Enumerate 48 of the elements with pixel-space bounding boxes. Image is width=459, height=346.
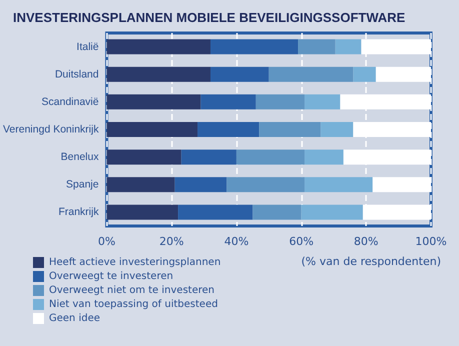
bar — [210, 39, 298, 54]
y-tick-label: Benelux — [60, 151, 100, 164]
chart-title: INVESTERINGSPLANNEN MOBIELE BEVEILIGINGSSOFTWARE — [13, 10, 406, 25]
legend-label: Niet van toepassing of uitbesteed — [49, 299, 218, 310]
x-tick-label: 0% — [98, 235, 116, 248]
y-tick-label: Italië — [76, 40, 99, 53]
bar — [256, 94, 305, 110]
bar — [198, 122, 260, 137]
bar — [174, 177, 227, 192]
bar — [304, 94, 340, 110]
x-tick-label: 20% — [159, 235, 184, 248]
bar — [178, 204, 253, 220]
x-axis-title: (% van de respondenten) — [301, 255, 441, 268]
y-tick-label: Spanje — [66, 178, 99, 191]
bar — [301, 204, 363, 220]
y-tick-label: Vereningd Koninkrijk — [2, 124, 100, 136]
bar — [335, 39, 362, 54]
bar — [353, 66, 376, 82]
bar — [304, 150, 344, 165]
bar — [106, 39, 210, 54]
bar — [226, 177, 305, 192]
bar — [181, 150, 236, 165]
x-tick-label: 40% — [224, 235, 249, 248]
y-tick-label: Duitsland — [54, 68, 99, 80]
bar — [320, 122, 354, 137]
bar — [259, 122, 321, 137]
bar — [106, 122, 198, 137]
bar — [106, 150, 182, 165]
legend-label: Heeft actieve investeringsplannen — [49, 257, 221, 268]
bar — [268, 66, 354, 82]
bar — [200, 94, 256, 110]
legend-label: Overweegt niet om te investeren — [49, 285, 214, 296]
x-tick-label: 80% — [354, 235, 378, 248]
bar — [236, 150, 305, 165]
bar — [106, 204, 178, 220]
bar — [106, 66, 210, 82]
bar — [298, 39, 336, 54]
legend-label: Overweegt te investeren — [49, 271, 174, 282]
bar — [252, 204, 302, 220]
x-tick-label: 100% — [415, 235, 447, 248]
bar — [106, 94, 201, 110]
bar — [106, 177, 175, 192]
y-tick-label: Frankrijk — [58, 206, 100, 218]
y-tick-label: Scandinavië — [42, 96, 99, 108]
bar — [210, 66, 269, 82]
legend-label: Geen idee — [49, 313, 100, 324]
x-tick-label: 60% — [289, 235, 314, 248]
bar — [304, 177, 373, 192]
